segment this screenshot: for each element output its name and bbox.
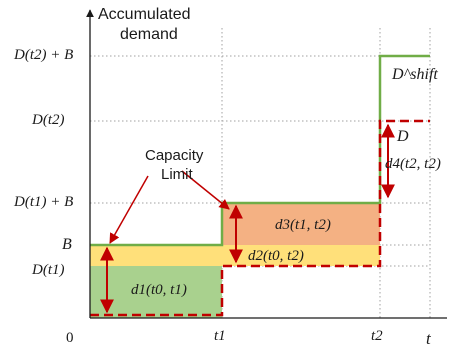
region-d2 [222, 245, 380, 266]
x-tick-t2: t2 [371, 328, 383, 344]
y-tick-d-t1: D(t1) [32, 262, 65, 278]
demand-curve-label: D [397, 128, 409, 145]
capacity-label-line2: Limit [161, 166, 193, 183]
shift-curve-label: D^shift [392, 66, 438, 83]
region-d3-label: d3(t1, t2) [275, 217, 331, 233]
region-d3 [222, 203, 380, 245]
x-tick-t1: t1 [214, 328, 226, 344]
demand-curve [90, 119, 430, 317]
capacity-label-line1: Capacity [145, 147, 204, 164]
capacity-pointer-right [181, 170, 230, 210]
y-axis-title-line2: demand [120, 26, 178, 43]
y-tick-d-t1-plus-b: D(t1) + B [14, 194, 74, 210]
region-d4-label: d4(t2, t2) [385, 156, 441, 172]
y-axis-title-line1: Accumulated [98, 6, 191, 23]
x-axis-variable: t [426, 329, 431, 348]
region-band-left [90, 245, 222, 266]
shift-demand-curve [90, 54, 430, 247]
y-tick-d-t2-plus-b: D(t2) + B [14, 47, 74, 63]
capacity-pointer-left [109, 175, 149, 244]
region-d2-label: d2(t0, t2) [248, 248, 304, 264]
region-d1-label: d1(t0, t1) [131, 282, 187, 298]
y-tick-d-t2: D(t2) [32, 112, 65, 128]
origin-label: 0 [66, 330, 74, 346]
y-tick-b: B [62, 236, 72, 253]
